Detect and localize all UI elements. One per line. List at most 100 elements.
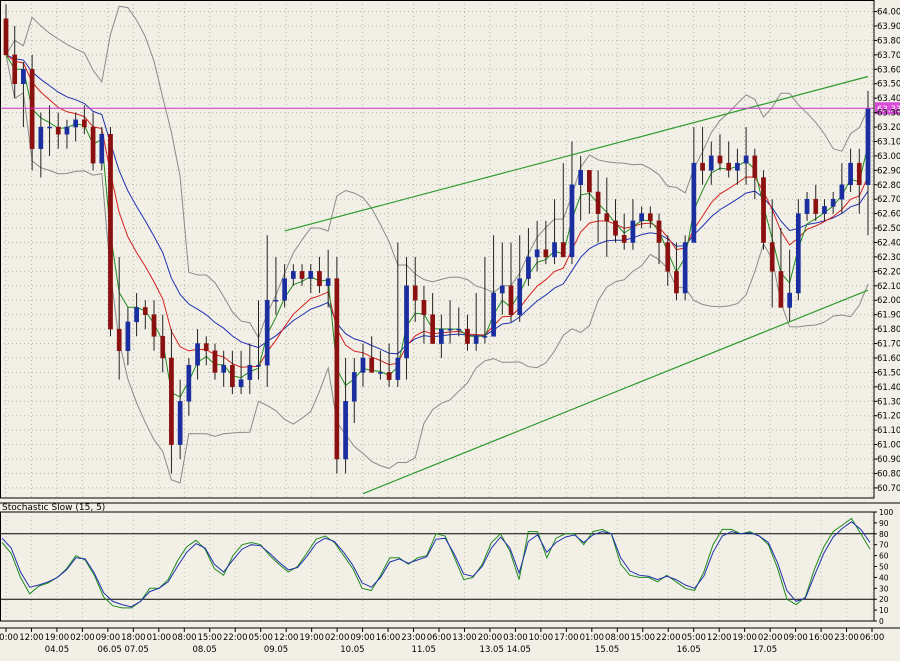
time-tick-label: 12:00 <box>274 633 299 643</box>
time-tick-label: 20:00 <box>0 633 18 643</box>
candle <box>395 242 401 387</box>
candle <box>142 300 148 330</box>
candle <box>151 300 157 351</box>
candle-body <box>543 249 549 258</box>
bollinger-lower <box>5 54 869 484</box>
candle-body <box>822 206 827 214</box>
price-tick-label: 63.60 <box>877 65 900 75</box>
price-axis: 64.00 63.90 63.80 63.70 63.60 63.50 63.40 63.30… <box>874 8 900 494</box>
candle <box>656 213 662 265</box>
candle-body <box>430 314 435 344</box>
candle-body <box>813 198 819 214</box>
candle <box>839 163 845 214</box>
stochastic-tick-label: 10 <box>879 606 889 615</box>
candle-body <box>456 328 462 331</box>
date-label: 17.05 <box>753 645 777 655</box>
candle-body <box>743 155 749 164</box>
candle <box>778 228 784 308</box>
candle <box>743 127 749 185</box>
price-tick-label: 61.20 <box>877 412 900 422</box>
candle-body <box>491 292 496 337</box>
moving-average-mid <box>5 54 869 368</box>
time-tick-label: 05:00 <box>681 633 706 643</box>
candle <box>369 336 375 373</box>
time-tick-label: 12:00 <box>707 633 732 643</box>
candle-body <box>465 328 470 344</box>
candle-body <box>151 314 157 337</box>
stochastic-title: Stochastic Slow (15, 5) <box>2 503 105 513</box>
date-label: 16.05 <box>676 645 700 655</box>
candle-body <box>708 155 714 171</box>
time-axis: 20:0012:0019:0002:0009:0018:0001:0008:00… <box>0 628 884 655</box>
date-label: 10.05 <box>340 645 364 655</box>
candle-body <box>177 401 183 445</box>
candle <box>439 314 444 358</box>
candle-body <box>317 271 322 287</box>
price-tick-label: 61.70 <box>877 340 900 350</box>
time-tick-label: 19:00 <box>299 633 324 643</box>
time-tick-label: 03:00 <box>503 633 528 643</box>
time-tick-label: 09:00 <box>350 633 375 643</box>
candle <box>47 105 52 156</box>
candle <box>813 184 819 221</box>
candle <box>647 206 653 229</box>
stochastic-tick-label: 60 <box>879 552 889 561</box>
candle <box>264 235 270 387</box>
candle-body <box>99 133 105 164</box>
candle-body <box>325 278 331 287</box>
candle-body <box>142 307 148 315</box>
candle <box>29 54 35 171</box>
price-tick-label: 61.40 <box>877 383 900 393</box>
price-tick-label: 62.60 <box>877 210 900 220</box>
candle-body <box>639 213 644 222</box>
candle-body <box>508 285 514 315</box>
candle <box>308 264 314 294</box>
candle <box>613 199 618 243</box>
candle-body <box>90 126 96 164</box>
candle-body <box>795 213 801 294</box>
candle-body <box>334 278 340 460</box>
price-tick-label: 62.90 <box>877 166 900 176</box>
price-tick-label: 61.30 <box>877 397 900 407</box>
price-tick-label: 62.20 <box>877 267 900 277</box>
candle <box>447 300 453 344</box>
time-tick-label: 02:00 <box>70 633 95 643</box>
candle <box>343 357 348 474</box>
candle-body <box>290 271 296 279</box>
price-tick-label: 62.30 <box>877 253 900 263</box>
candle-body <box>195 343 200 366</box>
candle <box>21 62 26 128</box>
candle-body <box>282 278 287 301</box>
stochastic-tick-label: 80 <box>879 530 889 539</box>
candle <box>726 141 732 178</box>
candle <box>630 199 636 250</box>
candle <box>299 264 305 286</box>
candle <box>247 343 253 395</box>
candle <box>256 300 261 380</box>
candle-body <box>308 271 314 279</box>
candle-body <box>12 54 18 84</box>
candle-body <box>569 184 575 258</box>
candle-body <box>735 162 740 171</box>
price-tick-label: 63.20 <box>877 123 900 133</box>
trend-line <box>284 75 869 232</box>
candle <box>317 256 322 294</box>
candle <box>517 235 523 322</box>
date-label: 04.05 <box>45 645 69 655</box>
candle <box>82 105 87 135</box>
price-tick-label: 62.50 <box>877 224 900 234</box>
price-tick-label: 61.00 <box>877 441 900 451</box>
candle <box>543 220 549 265</box>
moving-averages <box>5 54 869 398</box>
candle-body <box>203 343 209 352</box>
stochastic-lines <box>0 517 874 609</box>
time-tick-label: 01:00 <box>580 633 605 643</box>
candle <box>360 343 366 387</box>
time-tick-label: 10:00 <box>529 633 554 643</box>
candle-body <box>73 119 79 128</box>
candle <box>465 314 470 351</box>
candle <box>456 307 462 337</box>
candle <box>386 343 392 387</box>
candle-body <box>621 235 627 243</box>
candle-body <box>517 278 523 315</box>
